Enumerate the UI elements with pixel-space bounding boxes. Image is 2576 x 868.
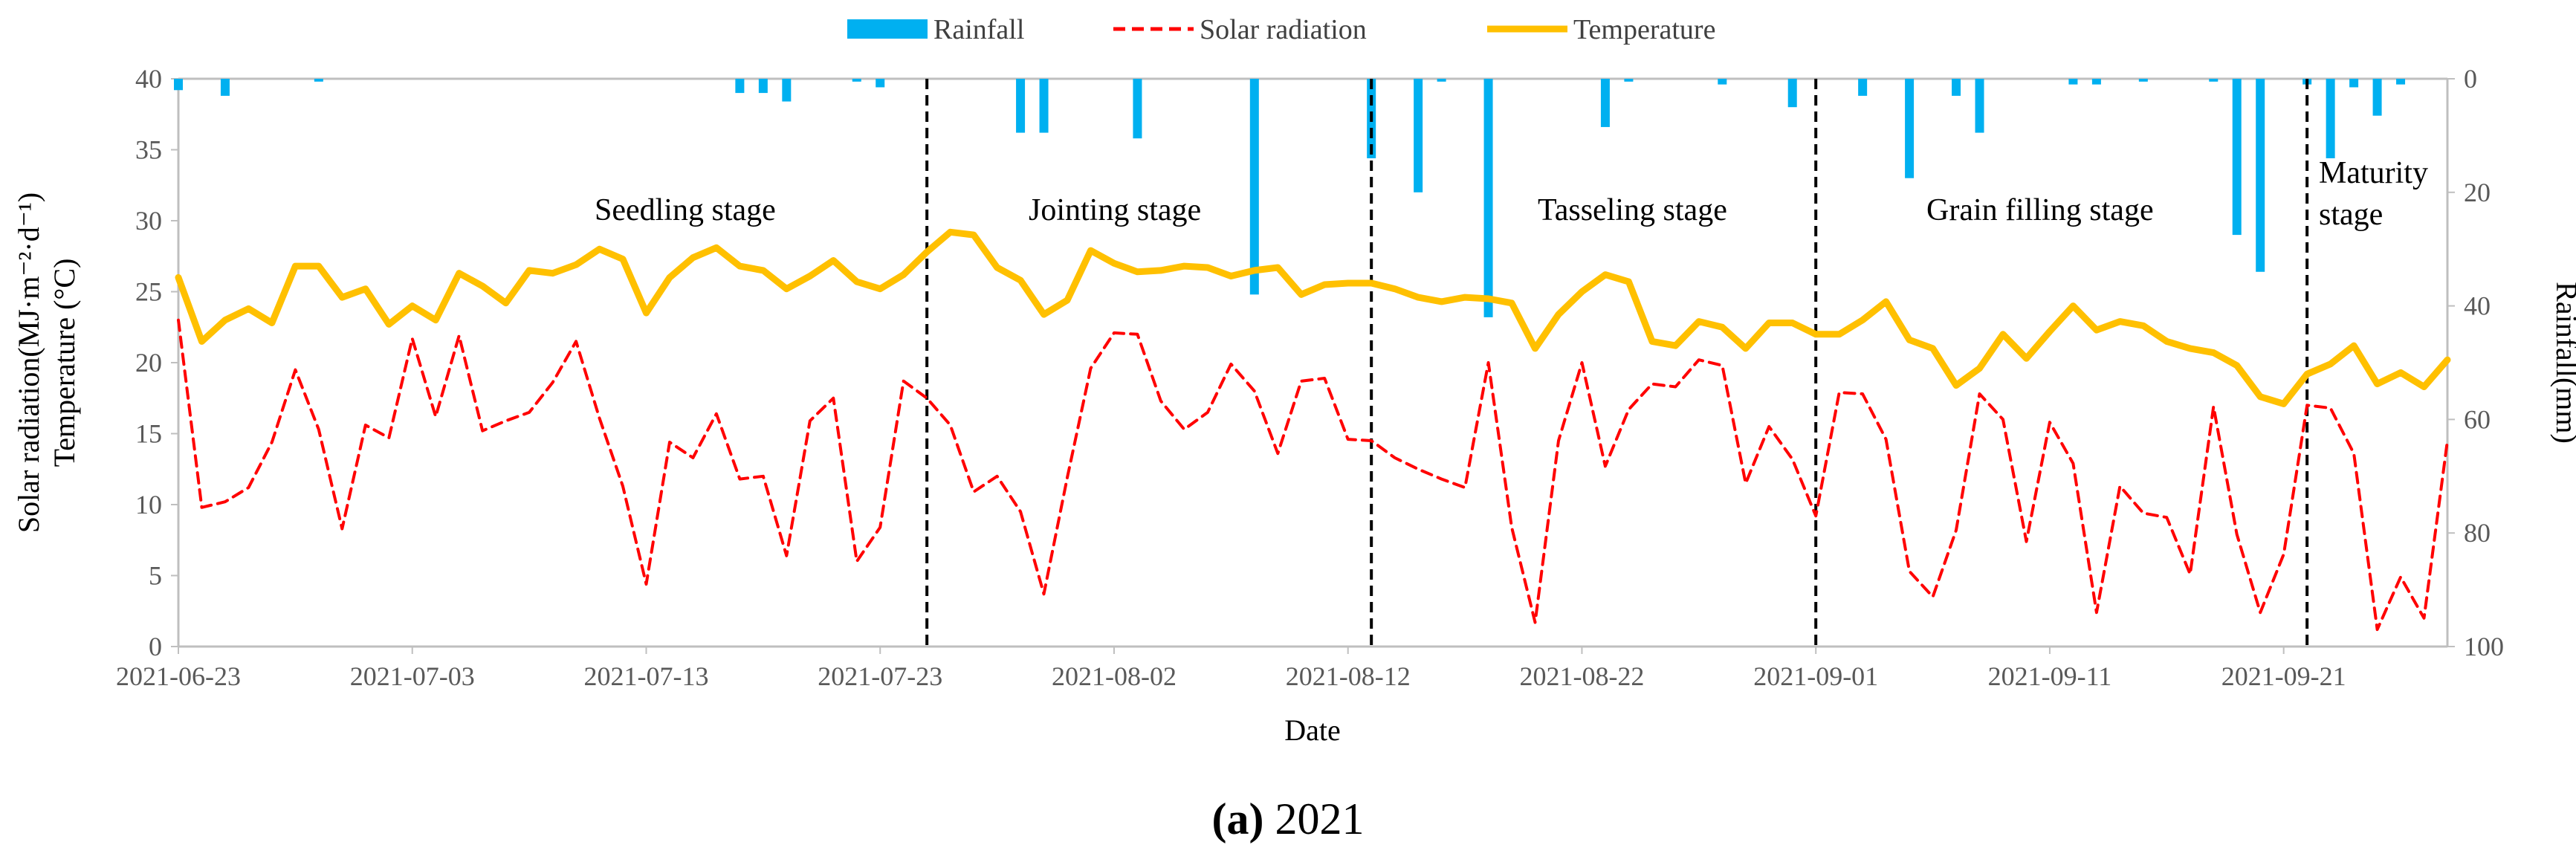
rainfall-bar: [1624, 79, 1634, 82]
legend-rainfall-label: Rainfall: [933, 14, 1024, 45]
stage-label-seedling: Seedling stage: [595, 193, 776, 227]
rainfall-bar: [782, 79, 792, 102]
figure-caption: (a) 2021: [1212, 794, 1365, 843]
rainfall-bar: [1437, 79, 1446, 82]
rainfall-bar: [1858, 79, 1868, 96]
stage-label-maturity-line2: stage: [2319, 198, 2383, 232]
legend-rainfall-swatch: [847, 19, 928, 39]
stage-label-jointing: Jointing stage: [1029, 193, 1201, 227]
rainfall-bar: [852, 79, 861, 82]
right-tick-label: 0: [2464, 64, 2477, 94]
stage-labels: Seedling stage Jointing stage Tasseling …: [595, 156, 2428, 232]
x-ticks: 2021-06-23 2021-07-03 2021-07-13 2021-07-23…: [116, 647, 2346, 691]
x-tick-label: 2021-09-01: [1753, 661, 1878, 691]
x-tick-label: 2021-07-03: [350, 661, 475, 691]
rainfall-bar: [735, 79, 745, 94]
left-tick-label: 0: [149, 632, 162, 661]
rainfall-bar: [1952, 79, 1961, 96]
rainfall-bar: [2372, 79, 2382, 116]
rainfall-bar: [2232, 79, 2242, 236]
x-tick-label: 2021-08-12: [1286, 661, 1411, 691]
rainfall-bar: [1414, 79, 1423, 192]
right-tick-label: 80: [2464, 518, 2491, 548]
left-tick-label: 35: [135, 135, 162, 165]
temperature-line: [175, 228, 2451, 407]
legend-solar-label: Solar radiation: [1200, 14, 1367, 45]
x-tick-label: 2021-08-22: [1519, 661, 1644, 691]
caption-letter: (a): [1212, 794, 1264, 843]
rainfall-bar: [2209, 79, 2219, 82]
right-tick-label: 100: [2464, 632, 2504, 661]
left-tick-label: 30: [135, 206, 162, 236]
x-axis-title: Date: [1284, 713, 1341, 747]
rainfall-bar: [2091, 79, 2101, 85]
rainfall-bar: [314, 79, 323, 82]
rainfall-bar: [2068, 79, 2078, 85]
rainfall-bar: [2326, 79, 2335, 158]
stage-label-grain-filling: Grain filling stage: [1926, 193, 2154, 227]
left-y-ticks: 0 5 10 15 20 25 30 35 40: [135, 64, 178, 661]
rainfall-bar: [1133, 79, 1142, 139]
rainfall-bar: [1905, 79, 1915, 178]
left-tick-label: 20: [135, 348, 162, 378]
rainfall-bar: [2396, 79, 2406, 85]
data-lines: [175, 228, 2451, 632]
rainfall-bar: [1600, 79, 1610, 127]
rainfall-bar: [1718, 79, 1727, 85]
rainfall-bar: [1039, 79, 1049, 133]
rainfall-bar: [1016, 79, 1026, 133]
left-tick-label: 40: [135, 64, 162, 94]
left-tick-label: 15: [135, 419, 162, 449]
x-tick-label: 2021-06-23: [116, 661, 241, 691]
rainfall-bar: [1787, 79, 1797, 108]
x-tick-label: 2021-09-21: [2221, 661, 2346, 691]
stage-label-tasseling: Tasseling stage: [1538, 193, 1727, 227]
left-tick-label: 5: [149, 561, 162, 591]
right-axis-title: Rainfall(mm): [2550, 282, 2576, 444]
solar-radiation-line: [177, 318, 2449, 632]
x-tick-label: 2021-07-13: [583, 661, 708, 691]
right-tick-label: 60: [2464, 404, 2491, 434]
left-axis-title-line2: Temperature (°C): [48, 259, 81, 467]
rainfall-bar: [2256, 79, 2265, 272]
stage-boundaries: [925, 79, 2309, 647]
rainfall-bar: [1975, 79, 1984, 133]
stage-label-maturity-line1: Maturity: [2319, 156, 2428, 190]
legend-temperature-label: Temperature: [1573, 14, 1715, 45]
legend: Rainfall Solar radiation Temperature: [847, 14, 1715, 45]
x-tick-label: 2021-07-23: [818, 661, 942, 691]
rainfall-bar: [1249, 79, 1259, 295]
rainfall-bar: [1483, 79, 1493, 317]
left-tick-label: 10: [135, 490, 162, 519]
caption-year: 2021: [1263, 794, 1364, 843]
x-tick-label: 2021-08-02: [1052, 661, 1177, 691]
rainfall-bar: [876, 79, 885, 88]
rainfall-bar: [2349, 79, 2359, 88]
left-axis-title-line1: Solar radiation(MJ·m⁻²·d⁻¹): [12, 192, 45, 533]
rainfall-bar: [2138, 79, 2148, 82]
x-tick-label: 2021-09-11: [1988, 661, 2112, 691]
rainfall-bar: [174, 79, 183, 91]
right-y-ticks: 0 20 40 60 80 100: [2447, 64, 2504, 661]
rainfall-bar: [220, 79, 230, 96]
right-tick-label: 40: [2464, 291, 2491, 321]
right-tick-label: 20: [2464, 178, 2491, 207]
rainfall-bar: [758, 79, 768, 94]
left-tick-label: 25: [135, 277, 162, 307]
